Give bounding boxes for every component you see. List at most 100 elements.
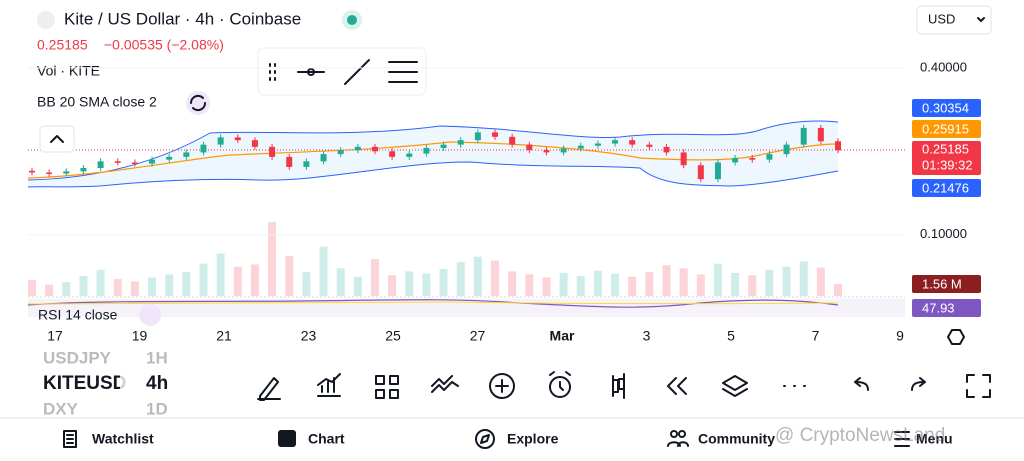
status-dot <box>347 15 357 25</box>
price-tag <box>912 99 981 117</box>
candle <box>629 140 636 145</box>
candle <box>646 144 653 147</box>
volume-bar <box>216 253 225 296</box>
candle <box>543 150 550 153</box>
nav-item[interactable]: Community <box>698 431 775 447</box>
volume-bar <box>491 260 500 296</box>
volume-bar <box>28 279 36 296</box>
undo-icon[interactable] <box>854 377 869 391</box>
volume-bar <box>422 273 431 296</box>
currency: USD <box>928 11 955 26</box>
watermark: @ CryptoNewsLand <box>775 425 945 446</box>
nav-item[interactable]: Explore <box>507 431 559 447</box>
volume-bar <box>439 269 448 296</box>
candle <box>612 140 619 144</box>
compare-icon[interactable] <box>431 375 459 393</box>
draw-icon[interactable] <box>257 377 281 401</box>
rsi-ma <box>27 301 839 305</box>
candle <box>594 143 601 146</box>
candle <box>29 170 35 173</box>
rsi-legend: RSI 14 close <box>38 307 118 323</box>
volume-bar <box>576 275 585 296</box>
bb-basis <box>27 141 839 179</box>
bb-toggle[interactable] <box>186 91 210 115</box>
x-tick-label: 27 <box>470 328 486 344</box>
watchlist-symbol[interactable]: KITEUSD <box>43 373 126 394</box>
replay-icon[interactable] <box>667 377 687 395</box>
x-tick-label: 21 <box>216 328 232 344</box>
rsi-toggle[interactable] <box>139 304 161 326</box>
bb-upper <box>27 120 839 181</box>
volume-bar <box>765 269 774 296</box>
volume-bar <box>302 272 311 296</box>
volume-bar <box>816 267 825 296</box>
candle <box>714 162 721 180</box>
candle <box>680 152 687 166</box>
indicators-icon[interactable] <box>317 373 341 397</box>
layout-icon[interactable] <box>375 375 399 399</box>
watchlist-symbol[interactable]: USDJPY <box>43 348 112 367</box>
candle <box>817 127 824 142</box>
nav-item[interactable]: Watchlist <box>92 431 154 447</box>
volume-bar <box>679 268 688 296</box>
x-tick-label: 3 <box>643 328 651 344</box>
price-tag <box>912 120 981 138</box>
candle <box>406 153 413 157</box>
collapse-icon <box>50 135 64 143</box>
coin-icon <box>37 11 55 29</box>
nav-item[interactable]: Menu <box>916 431 953 447</box>
candle <box>354 146 361 151</box>
add-icon[interactable] <box>489 373 515 399</box>
volume-bar <box>370 259 379 296</box>
candle <box>800 127 807 145</box>
watchlist-symbol[interactable]: DXY <box>43 399 79 418</box>
trend-tool[interactable] <box>344 59 370 85</box>
fullscreen-icon[interactable] <box>966 374 991 398</box>
chart-icon <box>278 430 296 447</box>
volume-bar <box>165 274 174 296</box>
candle <box>526 144 533 151</box>
volume-bar <box>473 256 482 296</box>
redo-icon[interactable] <box>911 377 926 391</box>
volume-legend: Vol · KITE <box>37 63 100 79</box>
candle-icon[interactable] <box>612 373 625 399</box>
volume-bar <box>611 273 620 296</box>
nav-item[interactable]: Chart <box>308 431 345 447</box>
candles <box>28 124 842 296</box>
x-tick-label: 7 <box>812 328 820 344</box>
menu-icon <box>894 431 910 447</box>
price-tag-label: 0.25915 <box>922 121 969 136</box>
volume-bar <box>199 263 208 296</box>
toolbar <box>257 371 991 401</box>
alert-icon[interactable] <box>549 376 571 398</box>
watchlist-interval: 1D <box>146 399 168 418</box>
bb-fill <box>28 120 838 187</box>
volume-bar <box>130 281 139 296</box>
volume-bar <box>285 255 294 296</box>
candle <box>46 172 53 174</box>
volume-bar <box>593 270 602 296</box>
watchlist-interval: 4h <box>146 373 168 394</box>
price-tag-label: 47.93 <box>922 300 955 315</box>
layers-icon[interactable] <box>722 375 748 397</box>
candle <box>509 136 516 145</box>
x-tick-label: 9 <box>896 328 904 344</box>
volume-bar <box>559 272 568 296</box>
price-tag <box>912 275 981 293</box>
candle <box>303 161 310 167</box>
collapse-button[interactable] <box>39 125 75 153</box>
currency-select[interactable] <box>916 5 992 35</box>
candle <box>389 151 396 157</box>
candle <box>492 132 499 137</box>
fib-tool[interactable] <box>388 61 418 83</box>
volume-bar <box>79 275 88 296</box>
price: 0.25185 <box>37 37 88 53</box>
volume-bar <box>645 272 654 296</box>
settings-icon[interactable] <box>947 329 965 345</box>
volume-bar <box>62 282 71 296</box>
candle <box>166 156 173 160</box>
volume-bar <box>336 268 345 296</box>
watchlist-interval: 1H <box>146 348 168 367</box>
candle <box>474 132 481 141</box>
